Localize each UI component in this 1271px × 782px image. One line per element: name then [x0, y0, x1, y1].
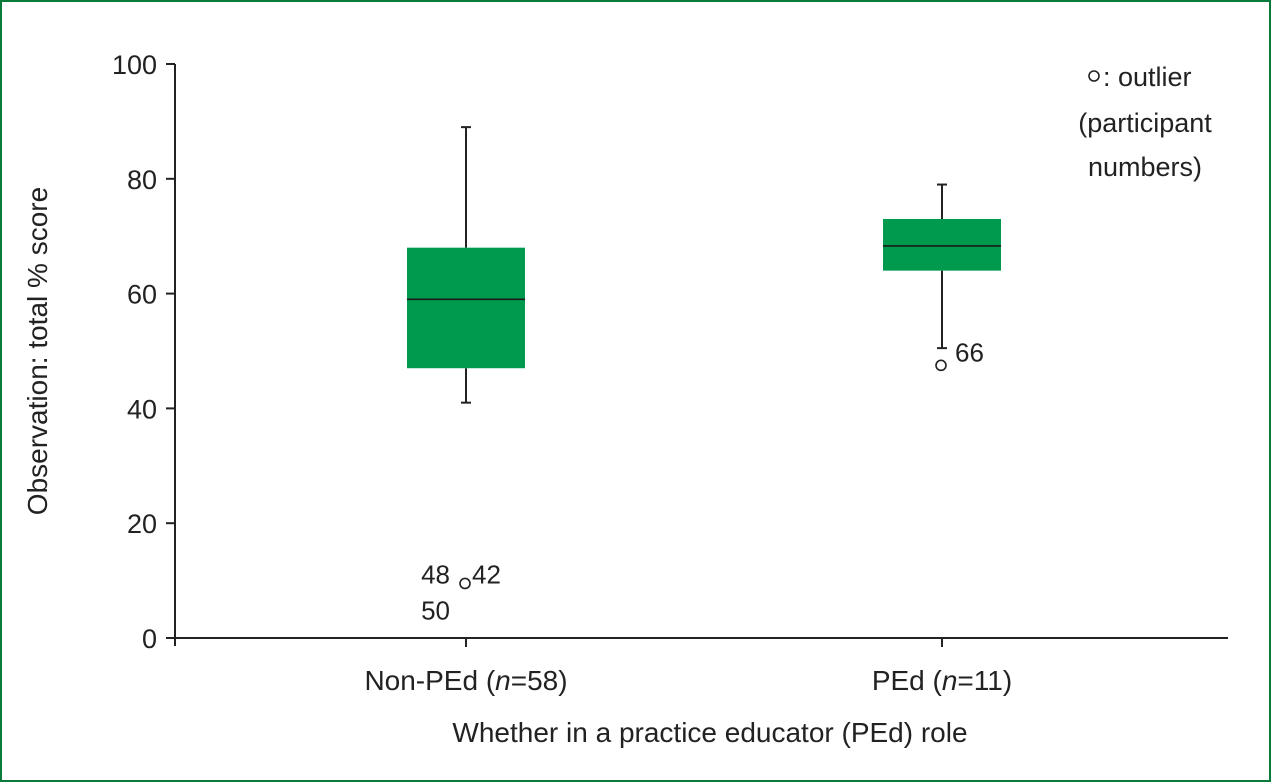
- box-group: [407, 126, 525, 404]
- outlier-label: 66: [955, 337, 984, 367]
- outlier-point: [459, 577, 471, 590]
- legend-outlier-symbol: [1088, 70, 1100, 82]
- legend: : outlier (participant numbers): [1078, 62, 1212, 182]
- x-category-label: Non-PEd (n=58): [364, 665, 567, 696]
- box-group: [883, 183, 1001, 350]
- x-axis-title: Whether in a practice educator (PEd) rol…: [452, 717, 967, 748]
- outlier-point: [935, 359, 947, 372]
- y-tick-label: 60: [127, 280, 157, 310]
- iqr-box: [407, 247, 525, 369]
- y-tick-label: 0: [142, 624, 157, 654]
- y-ticks: 0 20 40 60 80 100: [112, 50, 175, 654]
- y-tick-label: 40: [127, 394, 157, 424]
- outlier-label: 42: [472, 559, 501, 589]
- legend-line-1: : outlier: [1103, 62, 1192, 92]
- legend-line-2: (participant: [1078, 108, 1212, 138]
- iqr-box: [883, 218, 1001, 271]
- y-tick-label: 80: [127, 165, 157, 195]
- y-tick-label: 20: [127, 509, 157, 539]
- legend-line-3: numbers): [1088, 152, 1202, 182]
- x-categories: Non-PEd (n=58) PEd (n=11): [364, 638, 1012, 696]
- outlier-label: 48: [421, 559, 450, 589]
- y-axis-title: Observation: total % score: [22, 187, 53, 515]
- boxes: 48 42 50 66: [407, 126, 1001, 625]
- y-tick-label: 100: [112, 50, 157, 80]
- x-category-label: PEd (n=11): [872, 665, 1012, 696]
- outlier-label: 50: [421, 595, 450, 625]
